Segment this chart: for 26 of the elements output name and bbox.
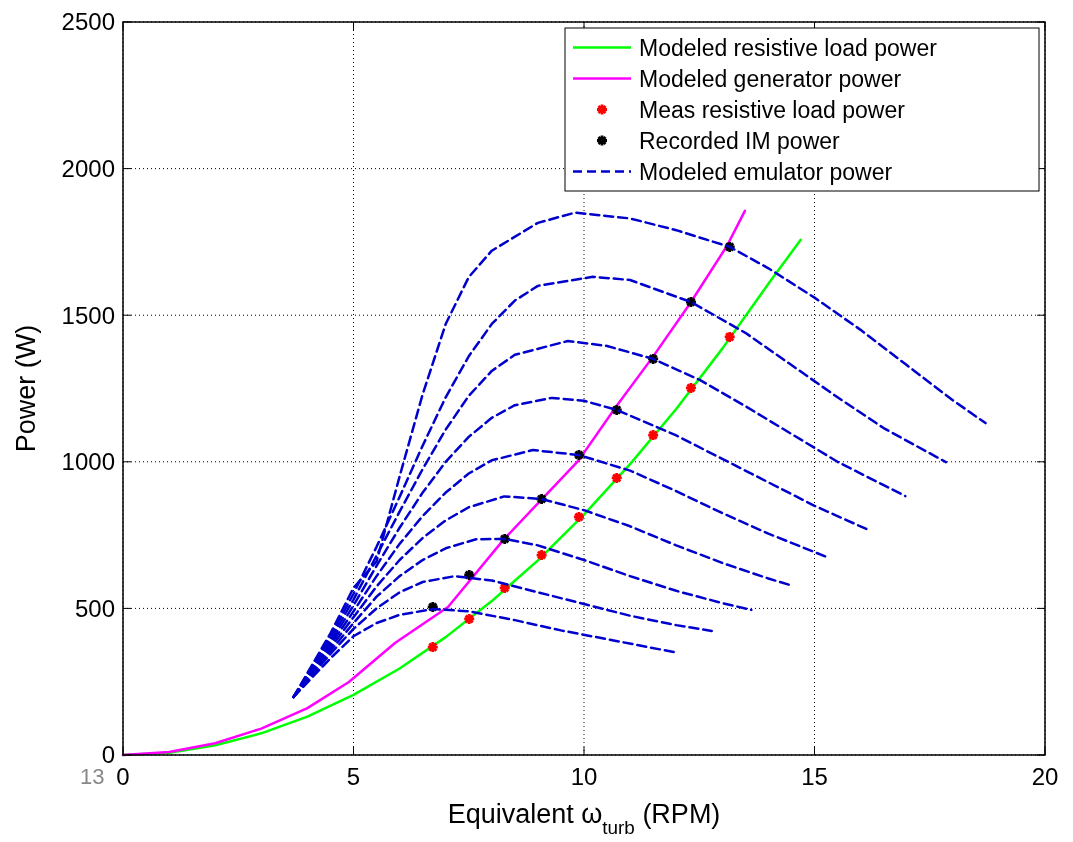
y-axis-title: Power (W) xyxy=(11,324,41,453)
point xyxy=(462,568,476,582)
point xyxy=(684,381,698,395)
x-axis-title: Equivalent ω$_{turb}$ (RPM) xyxy=(447,799,721,838)
point xyxy=(498,581,512,595)
y-tick-label: 500 xyxy=(74,594,115,622)
point xyxy=(723,330,737,344)
y-tick-label: 1500 xyxy=(61,301,115,329)
point xyxy=(426,640,440,654)
x-tick-label: 20 xyxy=(1031,763,1059,790)
y-tick-label: 2000 xyxy=(61,155,115,182)
legend-label: Recorded IM power xyxy=(639,127,841,154)
point xyxy=(572,510,586,524)
point xyxy=(462,612,476,626)
legend-label: Modeled emulator power xyxy=(639,158,893,185)
y-tick-label: 1000 xyxy=(61,448,115,476)
legend-label: Modeled resistive load power xyxy=(639,34,938,61)
point xyxy=(535,548,548,562)
point xyxy=(610,471,624,485)
x-tick-label: 10 xyxy=(570,763,598,790)
point xyxy=(646,428,660,442)
x-tick-label: 5 xyxy=(346,763,361,790)
legend-label: Meas resistive load power xyxy=(639,96,906,123)
legend-label: Modeled generator power xyxy=(639,65,902,92)
y-tick-label: 2500 xyxy=(61,8,115,36)
x-tick-label: 15 xyxy=(801,763,828,790)
